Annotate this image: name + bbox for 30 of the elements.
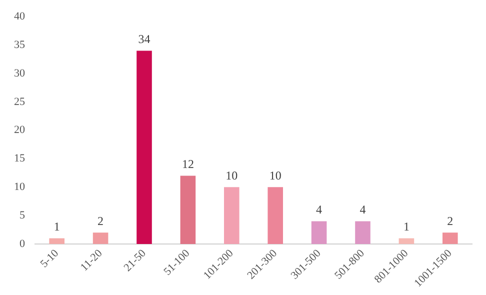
data-label: 10 xyxy=(269,168,282,182)
data-label: 2 xyxy=(447,214,454,228)
bar xyxy=(398,238,414,244)
data-label: 1 xyxy=(54,219,60,234)
data-label: 34 xyxy=(138,32,150,46)
data-label: 4 xyxy=(316,202,322,216)
bar xyxy=(268,187,283,244)
y-tick-label: 40 xyxy=(14,10,26,22)
bar xyxy=(92,232,108,244)
data-label: 1 xyxy=(403,219,410,234)
data-label: 2 xyxy=(98,214,104,228)
bar xyxy=(136,50,152,244)
data-label: 4 xyxy=(360,202,366,216)
y-tick-label: 30 xyxy=(14,67,26,80)
bar xyxy=(311,221,327,244)
y-tick-label: 0 xyxy=(20,238,26,250)
y-tick-label: 20 xyxy=(14,124,26,136)
bar xyxy=(49,238,64,244)
y-tick-label: 15 xyxy=(14,152,26,165)
bar xyxy=(224,187,240,244)
y-tick-label: 5 xyxy=(20,209,26,222)
x-tick-label: 5-10 xyxy=(38,246,62,270)
data-label: 12 xyxy=(182,156,194,171)
data-label: 10 xyxy=(226,168,238,182)
bar xyxy=(442,232,458,244)
y-tick-label: 25 xyxy=(14,96,26,108)
bar xyxy=(355,221,370,244)
y-tick-label: 10 xyxy=(14,181,26,194)
y-tick-label: 35 xyxy=(14,38,26,51)
bar xyxy=(180,176,196,244)
